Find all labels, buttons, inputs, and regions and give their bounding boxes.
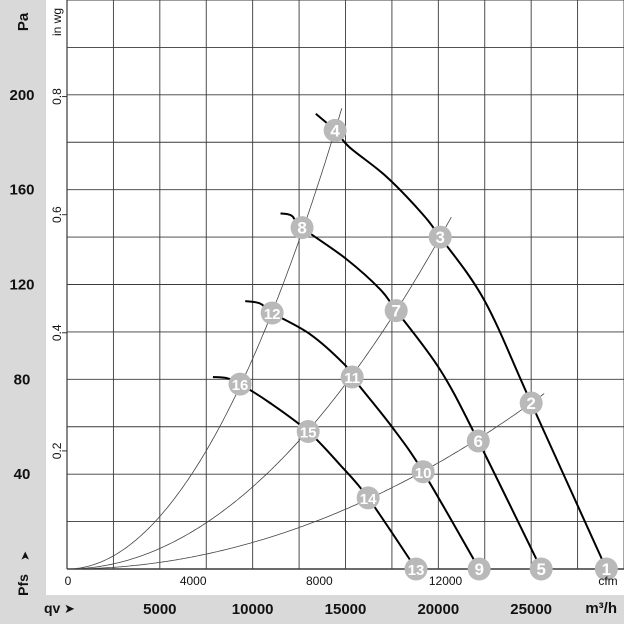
cfm-unit-label: cfm <box>598 574 617 588</box>
operating-point-label: 15 <box>300 424 317 441</box>
y-tick-label-pa: 80 <box>14 371 31 388</box>
operating-point-label: 10 <box>415 465 432 482</box>
operating-point-label: 2 <box>526 394 535 413</box>
y-tick-label-inwg: 0.6 <box>50 206 64 223</box>
operating-point-label: 9 <box>474 560 483 579</box>
operating-point-marker <box>356 486 380 510</box>
operating-point-label: 11 <box>344 370 360 387</box>
pfs-axis-label: Pfs <box>15 574 31 596</box>
operating-point-marker <box>260 301 284 325</box>
x-tick-label-m3h: 10000 <box>232 601 274 618</box>
operating-point-marker <box>428 225 452 249</box>
system-flat <box>67 393 545 570</box>
inwg-unit-label: in wg <box>50 8 64 36</box>
y-tick-label-inwg: 0.8 <box>50 88 64 105</box>
operating-point-marker <box>228 372 252 396</box>
system-mid <box>67 216 452 570</box>
operating-point-marker <box>411 460 435 484</box>
x-tick-label-cfm: 0 <box>65 574 72 588</box>
x-tick-label-m3h: 5000 <box>143 601 176 618</box>
x-tick-label-cfm: 8000 <box>306 574 333 588</box>
operating-point-marker <box>340 365 364 389</box>
y-tick-label-pa: 160 <box>9 182 34 199</box>
operating-point-marker <box>594 557 618 581</box>
left-band <box>0 0 46 624</box>
y-tick-label-pa: 40 <box>14 466 31 483</box>
operating-point-label: 3 <box>435 228 444 247</box>
operating-point-marker <box>384 299 408 323</box>
y-tick-label-inwg: 0.2 <box>50 442 64 459</box>
system-steep <box>67 108 343 570</box>
pfs-arrow-icon: ➤ <box>18 551 32 561</box>
x-tick-label-m3h: 20000 <box>417 601 459 618</box>
y-tick-label-inwg: 0.4 <box>50 324 64 341</box>
system-curves <box>67 108 545 570</box>
grid <box>62 0 624 570</box>
operating-point-label: 16 <box>232 377 249 394</box>
operating-point-marker <box>466 429 490 453</box>
y-tick-label-pa: 200 <box>9 87 34 104</box>
operating-point-marker <box>529 557 553 581</box>
x-tick-label-cfm: 12000 <box>429 574 463 588</box>
operating-point-label: 7 <box>391 302 400 321</box>
operating-point-label: 14 <box>360 491 377 508</box>
bottom-band <box>0 595 624 624</box>
x-tick-label-cfm: 4000 <box>180 574 207 588</box>
pa-unit-label: Pa <box>15 12 32 31</box>
m3h-unit-label: m³/h <box>585 600 617 617</box>
qv-axis-label: qv <box>44 600 61 616</box>
x-tick-label-m3h: 25000 <box>510 601 552 618</box>
operating-point-label: 1 <box>602 560 611 579</box>
operating-point-marker <box>290 216 314 240</box>
operating-point-marker <box>519 391 543 415</box>
operating-point-label: 5 <box>536 560 545 579</box>
operating-point-marker <box>296 419 320 443</box>
operating-point-marker <box>323 118 347 142</box>
operating-point-label: 12 <box>264 306 281 323</box>
operating-point-marker <box>467 557 491 581</box>
operating-point-marker <box>404 557 428 581</box>
operating-point-label: 6 <box>474 432 483 451</box>
y-tick-label-pa: 120 <box>9 277 34 294</box>
x-tick-label-m3h: 15000 <box>325 601 367 618</box>
operating-point-label: 4 <box>330 121 340 140</box>
operating-point-label: 13 <box>408 562 425 579</box>
operating-point-label: 8 <box>297 219 306 238</box>
qv-arrow-icon: ➤ <box>64 601 75 616</box>
